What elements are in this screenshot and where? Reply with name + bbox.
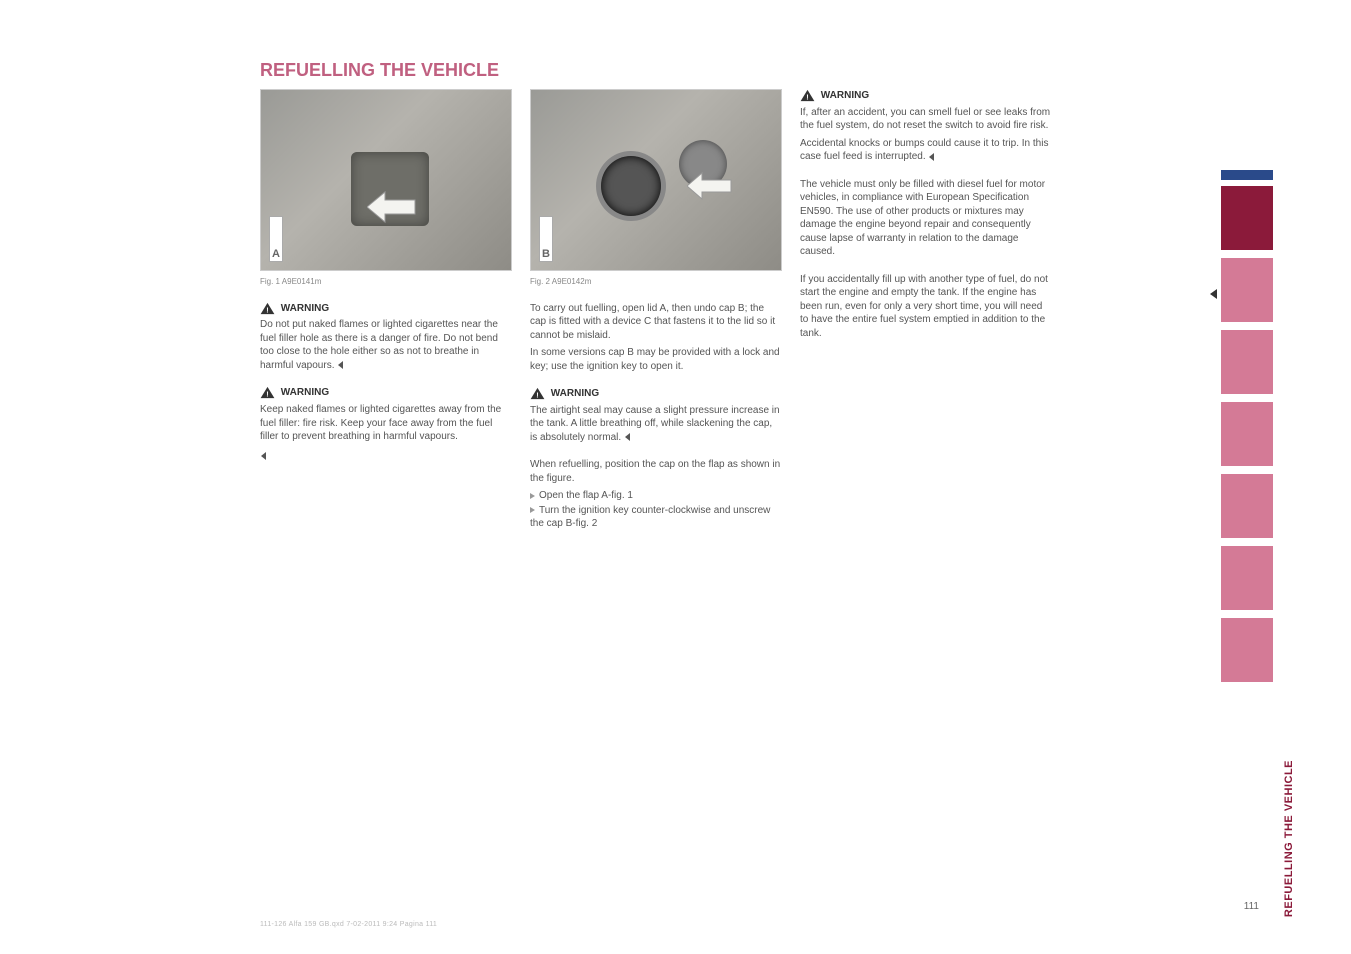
warning-3-title: WARNING [551, 388, 599, 399]
paragraph-wrongfuel: If you accidentally fill up with another… [800, 273, 1052, 341]
tab-section[interactable] [1221, 618, 1273, 682]
triangle-left-icon [625, 433, 630, 441]
page-title: REFUELLING THE VEHICLE [260, 60, 1251, 81]
step-1: Open the flap A-fig. 1 [539, 490, 633, 501]
warning-block-2: ! WARNING Keep naked flames or lighted c… [260, 386, 512, 463]
warning-4-body-b: Accidental knocks or bumps could cause i… [800, 138, 1048, 163]
warning-icon: ! [260, 386, 275, 399]
figure-letter: B [539, 216, 553, 262]
active-tab-arrow-icon [1210, 289, 1217, 299]
svg-text:!: ! [266, 305, 269, 314]
col2-lead2: In some versions cap B may be provided w… [530, 346, 782, 373]
figure-b: B [530, 89, 782, 271]
manual-page: REFUELLING THE VEHICLE REFUELLING THE VE… [0, 0, 1351, 954]
page-number: 111 [1244, 901, 1259, 912]
section-tabs [1221, 170, 1273, 690]
tab-section[interactable] [1221, 474, 1273, 538]
figure-a-caption: Fig. 1 A9E0141m [260, 277, 512, 288]
tab-active[interactable] [1221, 186, 1273, 250]
paragraph-diesel: The vehicle must only be filled with die… [800, 178, 1052, 259]
content-columns: A Fig. 1 A9E0141m ! WARNING Do not put n… [260, 89, 1251, 545]
triangle-left-icon [929, 153, 934, 161]
figure-a: A [260, 89, 512, 271]
figure-b-caption: Fig. 2 A9E0142m [530, 277, 782, 288]
steps-block: When refuelling, position the cap on the… [530, 458, 782, 531]
tab-bar-top [1221, 170, 1273, 180]
arrow-icon [687, 172, 733, 200]
warning-3-body: The airtight seal may cause a slight pre… [530, 405, 780, 443]
column-2: B Fig. 2 A9E0142m To carry out fuelling,… [530, 89, 782, 545]
svg-text:!: ! [806, 92, 809, 101]
warning-block-1: ! WARNING Do not put naked flames or lig… [260, 302, 512, 373]
step-2: Turn the ignition key counter-clockwise … [530, 505, 770, 530]
warning-2-title: WARNING [281, 388, 329, 399]
lead-paragraph: To carry out fuelling, open lid A, then … [530, 302, 782, 374]
triangle-left-icon [261, 452, 266, 460]
footer-code: 111-126 Alfa 159 GB.qxd 7-02-2011 9:24 P… [260, 921, 437, 928]
warning-4-body-a: If, after an accident, you can smell fue… [800, 106, 1052, 133]
svg-text:!: ! [266, 390, 269, 399]
col3-para1: The vehicle must only be filled with die… [800, 178, 1052, 259]
warning-2-body: Keep naked flames or lighted cigarettes … [260, 403, 512, 444]
warning-block-3: ! WARNING The airtight seal may cause a … [530, 387, 782, 444]
warning-block-4: ! WARNING If, after an accident, you can… [800, 89, 1052, 164]
svg-text:!: ! [536, 391, 539, 400]
arrow-icon [367, 190, 417, 224]
warning-icon: ! [530, 387, 545, 400]
col2-lead: To carry out fuelling, open lid A, then … [530, 302, 782, 343]
bullet-icon [530, 507, 535, 513]
tab-section[interactable] [1221, 258, 1273, 322]
col3-para2: If you accidentally fill up with another… [800, 273, 1052, 341]
tab-section[interactable] [1221, 402, 1273, 466]
warning-icon: ! [800, 89, 815, 102]
figure-letter: A [269, 216, 283, 262]
warning-1-title: WARNING [281, 303, 329, 314]
triangle-left-icon [338, 361, 343, 369]
tab-section[interactable] [1221, 546, 1273, 610]
chapter-title-vertical: REFUELLING THE VEHICLE [1283, 760, 1295, 917]
steps-intro: When refuelling, position the cap on the… [530, 458, 782, 485]
column-1: A Fig. 1 A9E0141m ! WARNING Do not put n… [260, 89, 512, 545]
bullet-icon [530, 493, 535, 499]
filler-hole-shape [601, 156, 661, 216]
warning-4-title: WARNING [821, 90, 869, 101]
tab-section[interactable] [1221, 330, 1273, 394]
warning-icon: ! [260, 302, 275, 315]
column-3: ! WARNING If, after an accident, you can… [800, 89, 1052, 545]
warning-1-body: Do not put naked flames or lighted cigar… [260, 319, 498, 371]
